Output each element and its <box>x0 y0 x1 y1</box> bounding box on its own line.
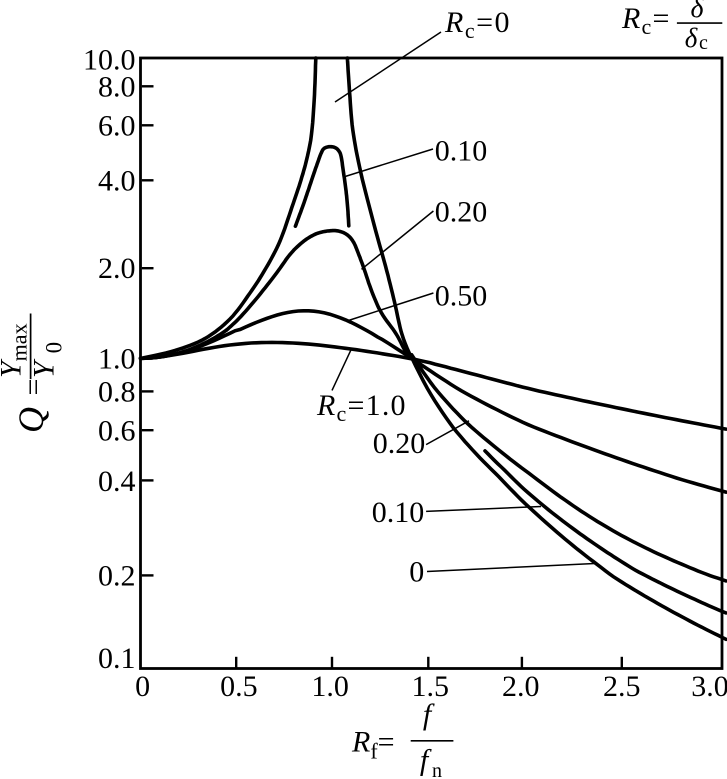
svg-text:2.5: 2.5 <box>603 670 641 703</box>
svg-text:0.4: 0.4 <box>98 465 136 498</box>
svg-text:Rc=1.0: Rc=1.0 <box>316 389 407 426</box>
svg-text:δ: δ <box>685 23 698 53</box>
svg-text:8.0: 8.0 <box>98 70 136 103</box>
svg-text:2.0: 2.0 <box>98 252 136 285</box>
svg-text:0.1: 0.1 <box>98 642 136 675</box>
svg-text:Ymax: Ymax <box>0 323 32 378</box>
svg-text:0: 0 <box>409 555 424 588</box>
svg-text:1.5: 1.5 <box>411 670 449 703</box>
svg-text:Rf=: Rf= <box>351 726 395 764</box>
svg-text:c: c <box>699 32 708 54</box>
svg-text:0.6: 0.6 <box>98 414 136 447</box>
svg-text:4.0: 4.0 <box>98 164 136 197</box>
svg-text:0.10: 0.10 <box>372 496 425 529</box>
svg-text:δ: δ <box>690 0 704 24</box>
svg-text:10.0: 10.0 <box>83 43 136 76</box>
svg-text:n: n <box>432 760 442 779</box>
svg-text:0.50: 0.50 <box>435 280 488 313</box>
svg-text:Y0: Y0 <box>28 342 67 378</box>
svg-text:0.2: 0.2 <box>98 560 136 593</box>
svg-text:0.10: 0.10 <box>435 135 488 168</box>
svg-text:Rc=0: Rc=0 <box>444 6 511 43</box>
svg-text:0.20: 0.20 <box>435 196 488 229</box>
svg-text:0.5: 0.5 <box>220 670 258 703</box>
svg-text:0.20: 0.20 <box>373 427 426 460</box>
svg-text:1.0: 1.0 <box>98 342 136 375</box>
svg-text:6.0: 6.0 <box>98 109 136 142</box>
svg-text:Rc=: Rc= <box>621 2 671 39</box>
svg-text:0.8: 0.8 <box>98 375 136 408</box>
svg-text:3.0: 3.0 <box>691 670 727 703</box>
svg-text:2.0: 2.0 <box>502 670 540 703</box>
svg-text:0: 0 <box>135 670 150 703</box>
svg-text:Q =: Q = <box>11 379 51 433</box>
svg-text:1.0: 1.0 <box>311 670 349 703</box>
